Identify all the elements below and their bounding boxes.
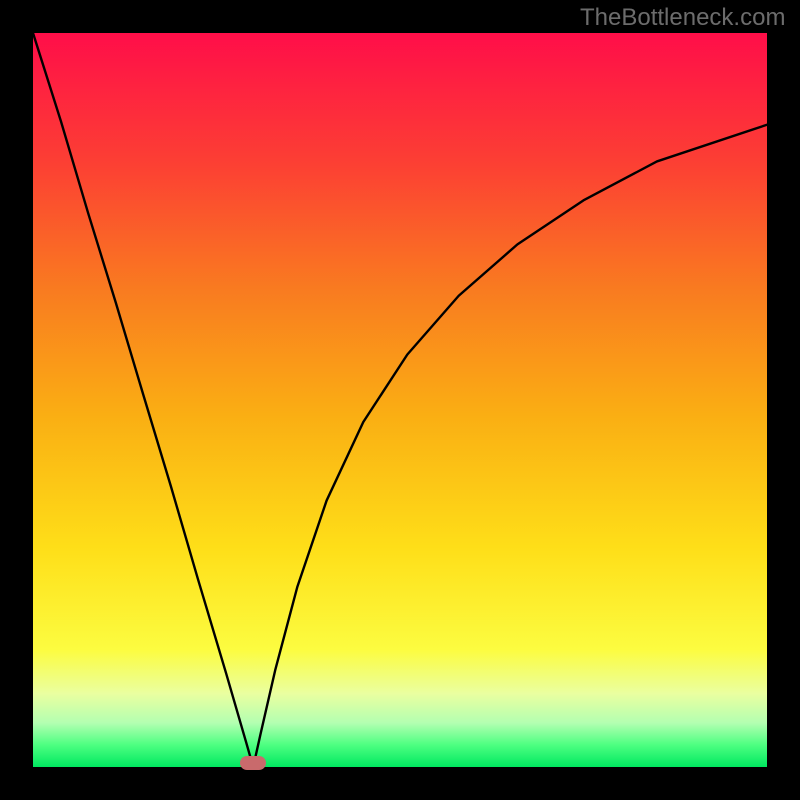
watermark-text: TheBottleneck.com	[580, 4, 785, 32]
plot-area	[33, 33, 767, 767]
minimum-marker	[240, 756, 266, 770]
bottleneck-curve	[33, 33, 767, 767]
